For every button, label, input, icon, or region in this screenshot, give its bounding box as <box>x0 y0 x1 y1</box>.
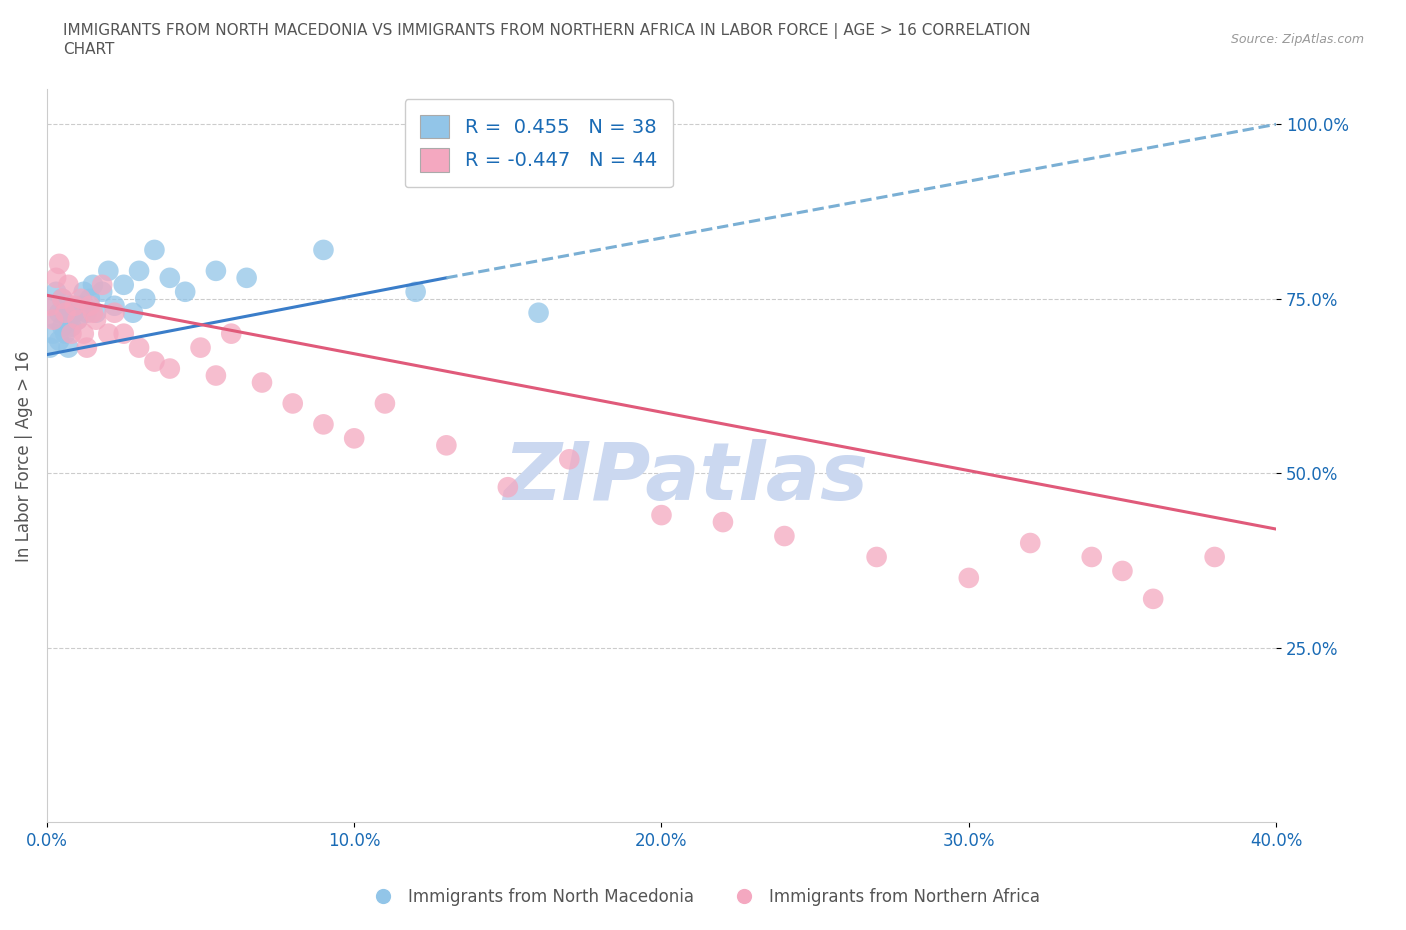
Point <box>496 480 519 495</box>
Point <box>1204 550 1226 565</box>
Point <box>711 514 734 529</box>
Point <box>45 285 67 299</box>
Point <box>39 340 62 355</box>
Point <box>91 277 114 292</box>
Point <box>205 263 228 278</box>
Point <box>128 340 150 355</box>
Point <box>51 291 73 306</box>
Point <box>48 305 70 320</box>
Point <box>159 361 181 376</box>
Point <box>159 271 181 286</box>
Point <box>122 305 145 320</box>
Point <box>1111 564 1133 578</box>
Point <box>82 277 104 292</box>
Point <box>82 305 104 320</box>
Point <box>112 326 135 341</box>
Point <box>773 528 796 543</box>
Legend: R =  0.455   N = 38, R = -0.447   N = 44: R = 0.455 N = 38, R = -0.447 N = 44 <box>405 100 672 188</box>
Point <box>143 354 166 369</box>
Point <box>1019 536 1042 551</box>
Point <box>69 299 91 313</box>
Point <box>405 285 427 299</box>
Point <box>66 312 89 327</box>
Text: Source: ZipAtlas.com: Source: ZipAtlas.com <box>1230 33 1364 46</box>
Point <box>73 326 96 341</box>
Point <box>39 299 62 313</box>
Point <box>76 340 98 355</box>
Point <box>53 305 76 320</box>
Point <box>91 285 114 299</box>
Point <box>48 333 70 348</box>
Point <box>103 299 125 313</box>
Point <box>45 312 67 327</box>
Point <box>97 263 120 278</box>
Point <box>434 438 457 453</box>
Point <box>558 452 581 467</box>
Point <box>79 299 101 313</box>
Point <box>51 291 73 306</box>
Point <box>60 299 83 313</box>
Point <box>957 570 980 585</box>
Point <box>66 312 89 327</box>
Point <box>84 312 107 327</box>
Point <box>42 299 65 313</box>
Point <box>60 326 83 341</box>
Point <box>281 396 304 411</box>
Text: ZIPatlas: ZIPatlas <box>503 439 869 517</box>
Point <box>527 305 550 320</box>
Point <box>1080 550 1102 565</box>
Point <box>250 375 273 390</box>
Point <box>219 326 242 341</box>
Point <box>97 326 120 341</box>
Point <box>112 277 135 292</box>
Point <box>312 243 335 258</box>
Point <box>58 312 80 327</box>
Point <box>190 340 212 355</box>
Point <box>143 243 166 258</box>
Point <box>42 312 65 327</box>
Point <box>79 291 101 306</box>
Y-axis label: In Labor Force | Age > 16: In Labor Force | Age > 16 <box>15 350 32 562</box>
Point <box>174 285 197 299</box>
Point <box>312 417 335 432</box>
Point <box>53 326 76 341</box>
Point <box>73 285 96 299</box>
Point <box>134 291 156 306</box>
Point <box>205 368 228 383</box>
Point <box>103 305 125 320</box>
Point <box>1142 591 1164 606</box>
Point <box>51 319 73 334</box>
Point <box>63 305 86 320</box>
Point <box>60 319 83 334</box>
Point <box>58 277 80 292</box>
Point <box>84 305 107 320</box>
Legend: Immigrants from North Macedonia, Immigrants from Northern Africa: Immigrants from North Macedonia, Immigra… <box>360 881 1046 912</box>
Point <box>235 271 257 286</box>
Point <box>650 508 672 523</box>
Point <box>58 340 80 355</box>
Point <box>69 291 91 306</box>
Text: IMMIGRANTS FROM NORTH MACEDONIA VS IMMIGRANTS FROM NORTHERN AFRICA IN LABOR FORC: IMMIGRANTS FROM NORTH MACEDONIA VS IMMIG… <box>63 23 1031 57</box>
Point <box>374 396 396 411</box>
Point <box>53 305 76 320</box>
Point <box>42 326 65 341</box>
Point <box>48 257 70 272</box>
Point <box>865 550 887 565</box>
Point <box>128 263 150 278</box>
Point <box>343 431 366 445</box>
Point <box>45 271 67 286</box>
Point <box>63 299 86 313</box>
Point <box>76 305 98 320</box>
